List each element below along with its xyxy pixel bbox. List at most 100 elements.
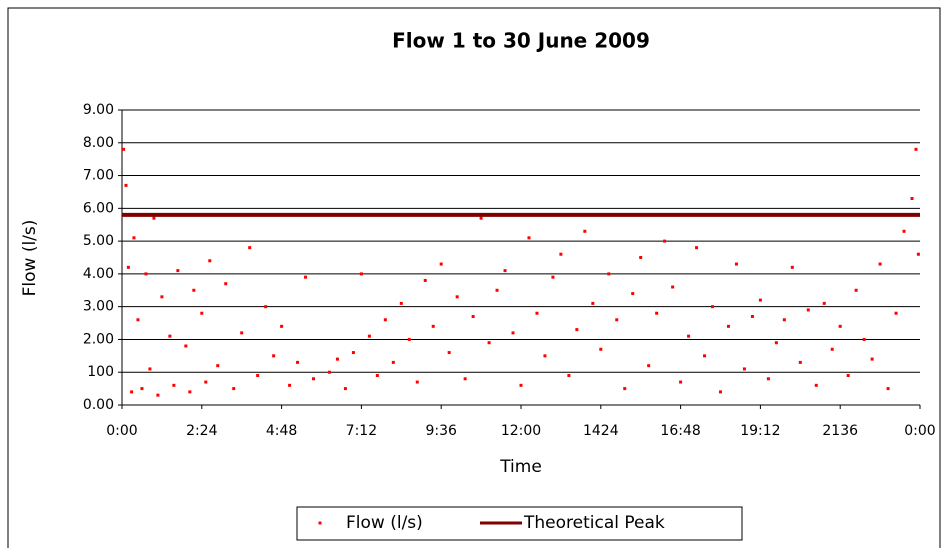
data-point xyxy=(814,383,818,387)
y-tick-label: 5.00 xyxy=(83,233,114,249)
data-point xyxy=(838,324,842,328)
legend-swatch xyxy=(318,521,322,525)
y-tick-label: 9.00 xyxy=(83,102,114,118)
data-point xyxy=(591,301,595,305)
data-point xyxy=(264,305,268,309)
data-point xyxy=(551,275,555,279)
data-point xyxy=(687,334,691,338)
data-point xyxy=(240,331,244,335)
data-point xyxy=(367,334,371,338)
data-point xyxy=(711,305,715,309)
y-tick-label: 8.00 xyxy=(83,135,114,151)
x-tick-label: 0:00 xyxy=(904,423,935,439)
data-point xyxy=(894,311,898,315)
data-point xyxy=(399,301,403,305)
data-point xyxy=(140,387,144,391)
data-point xyxy=(447,351,451,355)
data-point xyxy=(782,318,786,322)
data-point xyxy=(655,311,659,315)
data-point xyxy=(862,337,866,341)
x-tick-label: 4:48 xyxy=(266,423,297,439)
data-point xyxy=(503,269,507,273)
legend-label: Theoretical Peak xyxy=(523,513,665,533)
data-point xyxy=(122,147,126,151)
data-point xyxy=(200,311,204,315)
data-point xyxy=(758,298,762,302)
data-point xyxy=(790,265,794,269)
data-point xyxy=(766,377,770,381)
data-point xyxy=(192,288,196,292)
data-point xyxy=(156,393,160,397)
y-tick-label: 6.00 xyxy=(83,200,114,216)
data-point xyxy=(126,265,130,269)
data-point xyxy=(160,295,164,299)
y-tick-label: 2.00 xyxy=(83,331,114,347)
data-point xyxy=(423,278,427,282)
data-point xyxy=(607,272,611,276)
data-point xyxy=(846,374,850,377)
data-point xyxy=(854,288,858,292)
data-point xyxy=(415,380,419,384)
data-point xyxy=(623,387,627,391)
data-point xyxy=(256,374,260,377)
data-point xyxy=(471,315,475,318)
data-point xyxy=(136,318,140,322)
data-point xyxy=(431,324,435,328)
data-point xyxy=(176,269,180,273)
data-point xyxy=(703,354,707,358)
data-point xyxy=(327,370,331,374)
data-point xyxy=(312,377,316,381)
x-axis-label: Time xyxy=(499,457,542,477)
data-point xyxy=(750,315,754,318)
data-point xyxy=(639,256,643,259)
data-point xyxy=(543,354,547,358)
data-point xyxy=(559,252,563,256)
data-point xyxy=(734,262,738,266)
data-point xyxy=(527,236,531,240)
data-point xyxy=(144,272,148,276)
data-point xyxy=(216,364,220,368)
data-point xyxy=(914,147,918,151)
data-point xyxy=(599,347,603,351)
data-point xyxy=(631,292,635,296)
data-point xyxy=(439,262,443,266)
data-point xyxy=(671,285,675,289)
data-point xyxy=(870,357,874,361)
data-point xyxy=(351,351,355,355)
data-point xyxy=(248,246,252,250)
y-tick-label: 100 xyxy=(87,364,114,380)
data-point xyxy=(575,328,579,332)
data-point xyxy=(375,374,379,377)
data-point xyxy=(886,387,890,391)
data-point xyxy=(822,301,826,305)
data-point xyxy=(407,337,411,341)
y-tick-label: 7.00 xyxy=(83,168,114,184)
data-point xyxy=(172,383,176,387)
data-point xyxy=(124,183,128,187)
data-point xyxy=(148,367,152,371)
y-tick-label: 0.00 xyxy=(83,397,114,413)
data-point xyxy=(774,341,778,345)
data-point xyxy=(296,360,300,364)
x-tick-label: 16:48 xyxy=(660,423,700,439)
data-point xyxy=(742,367,746,371)
data-point xyxy=(188,390,192,394)
data-point xyxy=(695,246,699,250)
x-tick-label: 19:12 xyxy=(740,423,780,439)
data-point xyxy=(343,387,347,391)
data-point xyxy=(916,252,920,256)
data-point xyxy=(304,275,308,279)
data-point xyxy=(726,324,730,328)
data-point xyxy=(479,216,483,220)
data-point xyxy=(152,216,156,220)
data-point xyxy=(359,272,363,276)
data-point xyxy=(335,357,339,361)
data-point xyxy=(583,229,587,233)
data-point xyxy=(830,347,834,351)
data-point xyxy=(224,282,228,286)
data-point xyxy=(130,390,134,394)
y-tick-label: 3.00 xyxy=(83,299,114,315)
y-tick-label: 4.00 xyxy=(83,266,114,282)
x-tick-label: 0:00 xyxy=(106,423,137,439)
